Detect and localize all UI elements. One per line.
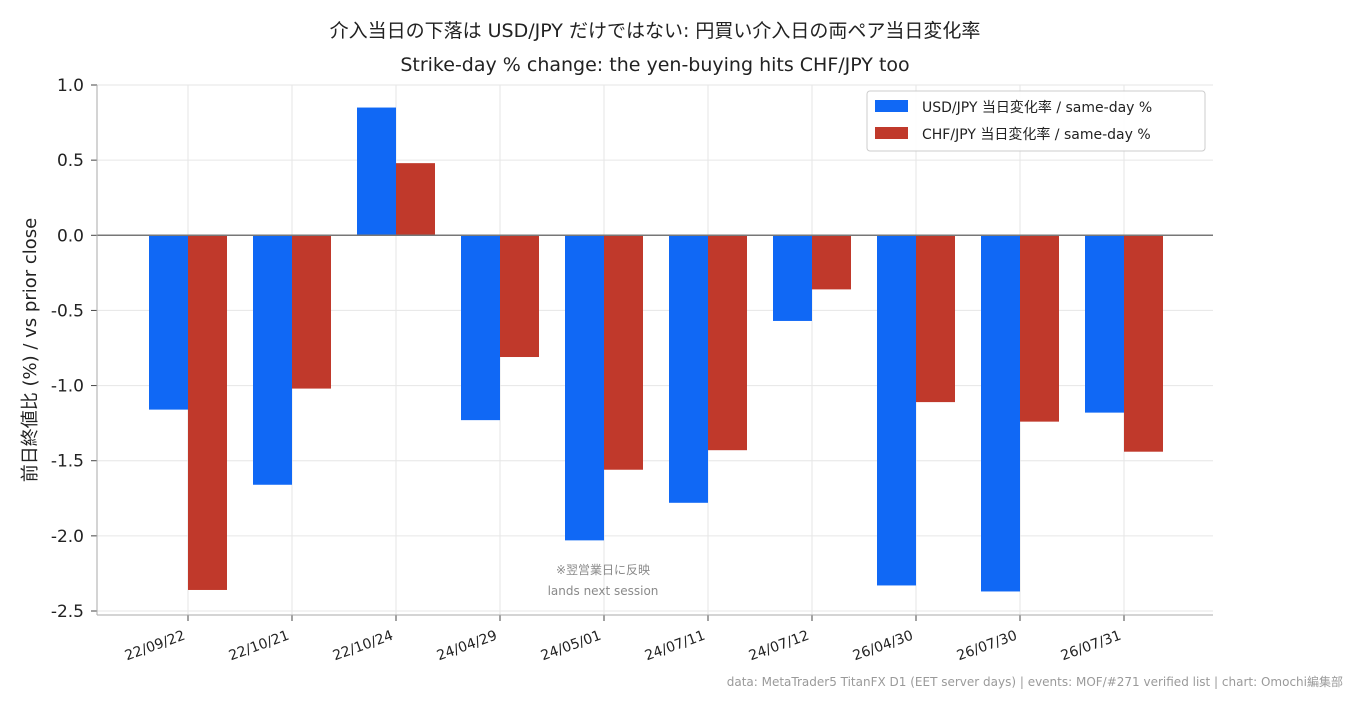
x-tick-label: 26/07/31	[1059, 628, 1124, 665]
y-tick-label: 0.5	[57, 151, 84, 171]
bar-chfjpy	[916, 235, 955, 403]
x-tick-label: 24/07/11	[643, 628, 708, 665]
x-tick-label: 22/10/21	[227, 628, 292, 665]
legend-box	[866, 90, 1206, 152]
y-tick-label: -2.5	[51, 602, 84, 622]
annotation-line-2: lands next session	[548, 584, 659, 598]
legend: USD/JPY 当日変化率 / same-day % CHF/JPY 当日変化率 …	[866, 90, 1206, 152]
bar-chfjpy	[604, 235, 643, 470]
chart-subtitle: Strike-day % change: the yen-buying hits…	[400, 54, 909, 76]
chart-title: 介入当日の下落は USD/JPY だけではない: 円買い介入日の両ペア当日変化率	[330, 20, 981, 42]
bar-chfjpy	[292, 235, 331, 389]
bar-chfjpy	[708, 235, 747, 451]
bar-usdjpy	[253, 235, 292, 485]
x-tick-label: 22/10/24	[331, 628, 396, 665]
bar-chfjpy	[396, 163, 435, 236]
bar-chfjpy	[188, 235, 227, 590]
plot-area: 1.0 0.5 0.0 -0.5 -1.0 -1.5 -2.0 -2.5 22/09/22 22/…	[51, 76, 1213, 664]
x-tick-label: 22/09/22	[123, 628, 188, 665]
y-tick-label: -1.0	[51, 377, 84, 397]
y-tick-label: -1.5	[51, 452, 84, 472]
y-tick-label: 0.0	[57, 226, 84, 246]
footer-credit: data: MetaTrader5 TitanFX D1 (EET server…	[727, 674, 1343, 689]
bar-usdjpy	[461, 235, 500, 421]
x-tick-label: 26/07/30	[955, 628, 1020, 665]
bar-usdjpy	[877, 235, 916, 586]
y-axis-label: 前日終値比 (%) / vs prior close	[20, 218, 41, 482]
x-tick-label: 24/07/12	[747, 628, 812, 665]
bar-chfjpy	[1020, 235, 1059, 422]
bar-usdjpy	[149, 235, 188, 410]
bar-chfjpy	[812, 235, 851, 290]
y-tick-label: -2.0	[51, 527, 84, 547]
bar-usdjpy	[1085, 235, 1124, 413]
bar-chfjpy	[1124, 235, 1163, 452]
y-tick-label: -0.5	[51, 301, 84, 321]
bar-usdjpy	[981, 235, 1020, 592]
bar-usdjpy	[669, 235, 708, 503]
bar-usdjpy	[565, 235, 604, 541]
bar-usdjpy	[357, 107, 396, 236]
x-tick-label: 24/04/29	[435, 628, 500, 665]
annotation-line-1: ※翌営業日に反映	[556, 563, 650, 577]
legend-label: CHF/JPY 当日変化率 / same-day %	[922, 126, 1151, 143]
x-tick-label: 26/04/30	[851, 628, 916, 665]
bar-chfjpy	[500, 235, 539, 358]
y-tick-label: 1.0	[57, 76, 84, 96]
x-tick-label: 24/05/01	[539, 628, 604, 665]
legend-label: USD/JPY 当日変化率 / same-day %	[922, 99, 1152, 116]
legend-swatch	[875, 100, 908, 112]
bar-usdjpy	[773, 235, 812, 321]
legend-swatch	[875, 127, 908, 139]
